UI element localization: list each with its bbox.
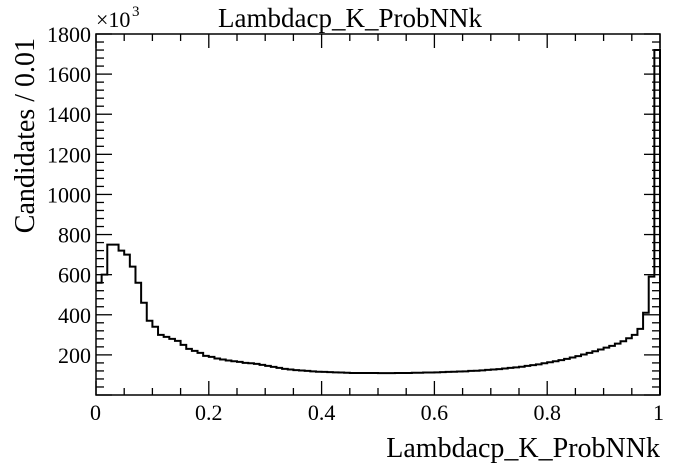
x-tick-label: 0.4 — [308, 400, 336, 425]
y-tick-label: 800 — [58, 223, 91, 248]
x-tick-label: 0 — [90, 400, 101, 425]
y-tick-label: 1600 — [47, 62, 91, 87]
chart-title: Lambdacp_K_ProbNNk — [218, 3, 482, 33]
plot-frame — [95, 33, 661, 396]
x-tick-label: 1 — [653, 400, 664, 425]
y-tick-label: 400 — [58, 303, 91, 328]
x-tick-label: 0.2 — [195, 400, 223, 425]
y-multiplier-base: ×10 — [96, 7, 130, 32]
histogram-line — [96, 49, 661, 395]
y-multiplier: ×10 3 — [96, 4, 140, 32]
y-tick-label: 1800 — [47, 22, 91, 47]
x-axis-title: Lambdacp_K_ProbNNk — [386, 433, 660, 464]
y-tick-label: 1400 — [47, 102, 91, 127]
x-tick-label: 0.8 — [533, 400, 561, 425]
y-multiplier-exponent: 3 — [132, 4, 140, 20]
y-tick-label: 1000 — [47, 182, 91, 207]
y-tick-label: 1200 — [47, 142, 91, 167]
y-tick-label: 200 — [58, 343, 91, 368]
tick-labels: 0 0.2 0.4 0.6 0.8 120040060080010001200140016… — [47, 22, 664, 425]
x-tick-label: 0.6 — [421, 400, 449, 425]
y-axis-title: Candidates / 0.01 — [10, 38, 41, 233]
y-tick-label: 600 — [58, 263, 91, 288]
